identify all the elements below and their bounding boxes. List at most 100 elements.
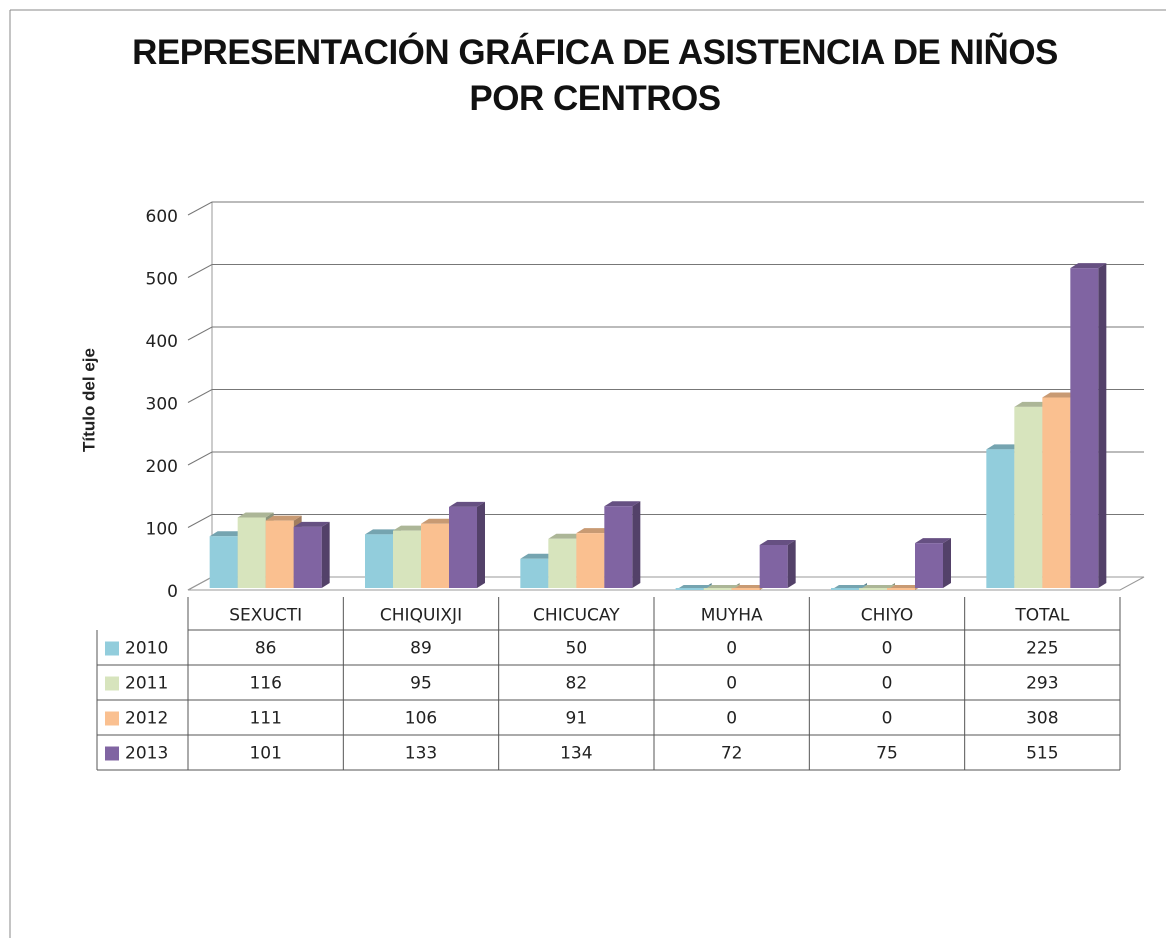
bar-top	[365, 529, 401, 535]
table-cell: 308	[1026, 709, 1058, 729]
table-cell: 515	[1026, 744, 1058, 764]
bar-top	[265, 515, 302, 521]
table-cell: 106	[405, 709, 437, 729]
table-cell: 86	[255, 639, 277, 659]
y-tick-label: 0	[167, 582, 178, 602]
bar	[887, 588, 915, 590]
bar	[1042, 397, 1071, 588]
bar-top	[1070, 263, 1107, 269]
y-tick-label: 200	[146, 457, 178, 477]
x-tick-label: CHICUCAY	[533, 606, 620, 626]
table-cell: 225	[1026, 639, 1058, 659]
bar-top	[604, 501, 641, 507]
x-tick-label: CHIQUIXJI	[380, 606, 462, 626]
bar-side	[1098, 263, 1107, 588]
table-cell: 0	[882, 709, 893, 729]
bar	[604, 506, 633, 588]
bar	[209, 536, 238, 588]
bar	[859, 588, 887, 590]
bar	[731, 588, 760, 590]
table-cell: 0	[882, 639, 893, 659]
y-axis-title: Título del eje	[79, 348, 98, 452]
table-cell: 111	[249, 709, 281, 729]
table-cell: 133	[405, 744, 437, 764]
y-tick-label: 600	[146, 207, 178, 227]
grid-line	[187, 201, 1144, 216]
legend-swatch	[105, 641, 119, 656]
bar	[293, 526, 322, 588]
legend-label: 2013	[125, 744, 168, 764]
x-tick-label: CHIYO	[861, 606, 914, 626]
grid-line	[187, 514, 1144, 528]
bar-side	[943, 538, 951, 588]
bar-top	[520, 553, 557, 559]
bar	[703, 588, 732, 590]
bar	[548, 538, 577, 588]
legend-label: 2011	[125, 674, 168, 694]
table-cell: 82	[566, 674, 588, 694]
legend-label: 2010	[125, 639, 168, 659]
bar-side	[632, 501, 641, 588]
bar	[759, 545, 788, 588]
legend-swatch	[105, 711, 119, 726]
bar-top	[759, 540, 796, 545]
bar-side	[321, 521, 330, 588]
y-tick-label: 100	[146, 520, 178, 540]
bar-top	[293, 521, 330, 527]
table-cell: 101	[249, 744, 281, 764]
bar-top	[237, 512, 274, 518]
bar	[520, 558, 549, 588]
table-cell: 72	[721, 744, 743, 764]
grid-line	[187, 451, 1144, 466]
table-cell: 0	[882, 674, 893, 694]
x-tick-label: TOTAL	[1014, 606, 1069, 626]
bar-top	[393, 525, 429, 531]
bar	[237, 517, 266, 588]
bar-top	[449, 501, 485, 507]
table-cell: 89	[410, 639, 432, 659]
bar	[393, 530, 421, 588]
chart-title: REPRESENTACIÓN GRÁFICA DE ASISTENCIA DE …	[132, 33, 1058, 118]
table-cell: 293	[1026, 674, 1058, 694]
grid-line	[187, 389, 1144, 403]
bar	[365, 534, 393, 588]
floor	[187, 576, 1145, 591]
y-tick-label: 400	[146, 332, 178, 352]
bar	[915, 543, 943, 588]
bar-side	[477, 501, 485, 588]
x-tick-label: SEXUCTI	[229, 606, 302, 626]
table-cell: 50	[566, 639, 588, 659]
y-tick-label: 300	[146, 395, 178, 415]
bar	[449, 506, 477, 588]
table-cell: 95	[410, 674, 432, 694]
legend-swatch	[105, 676, 119, 691]
bar-top	[209, 531, 246, 537]
table-cell: 0	[726, 639, 737, 659]
table-cell: 116	[249, 674, 281, 694]
legend-swatch	[105, 746, 119, 761]
bar-top	[1042, 392, 1079, 398]
legend-label: 2012	[125, 709, 168, 729]
x-tick-label: MUYHA	[701, 606, 763, 626]
bar	[831, 588, 859, 590]
table-cell: 0	[726, 709, 737, 729]
grid-line	[187, 326, 1144, 341]
bar	[421, 523, 449, 588]
bar-top	[1014, 401, 1051, 407]
bar-top	[421, 518, 457, 524]
bar	[576, 533, 605, 588]
bar	[1070, 268, 1099, 588]
bar	[1014, 406, 1043, 588]
bar	[265, 520, 294, 588]
bar-top	[576, 528, 613, 534]
bar-side	[787, 540, 796, 588]
grid-line	[187, 264, 1144, 278]
y-tick-label: 500	[146, 270, 178, 290]
table-cell: 0	[726, 674, 737, 694]
bar-top	[915, 538, 951, 544]
bar	[675, 588, 704, 590]
bar-top	[548, 533, 585, 539]
table-cell: 91	[566, 709, 588, 729]
bar-top	[986, 444, 1023, 450]
